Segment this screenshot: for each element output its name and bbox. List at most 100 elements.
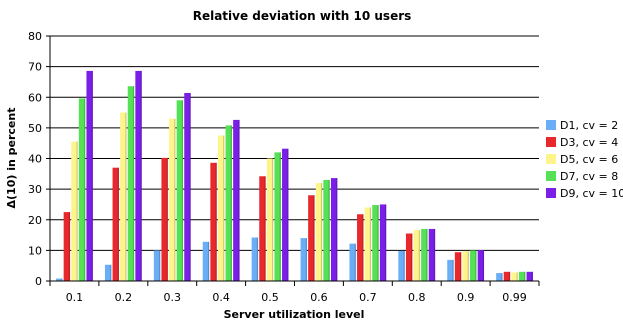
bar: [135, 70, 142, 281]
bar: [462, 251, 469, 281]
y-tick-label: 50: [28, 122, 42, 135]
bar: [308, 195, 315, 281]
y-tick-label: 10: [28, 244, 42, 257]
bar: [470, 250, 477, 282]
bar: [251, 237, 259, 281]
bar: [259, 176, 266, 281]
bar-edge: [68, 212, 71, 281]
bar-edge: [76, 141, 78, 281]
legend-swatch: [546, 120, 556, 130]
bar: [56, 278, 63, 281]
legend-swatch: [546, 188, 556, 198]
bar-layer: [56, 70, 533, 282]
bar: [176, 100, 184, 281]
bar-edge: [433, 228, 436, 281]
bar: [202, 241, 210, 281]
bar-edge: [403, 250, 405, 281]
bar: [78, 98, 86, 281]
bar: [71, 141, 78, 281]
bar: [274, 152, 281, 282]
bar-edge: [354, 243, 356, 281]
legend-label: D1, cv = 2: [560, 119, 618, 132]
bar: [153, 250, 161, 282]
legend-label: D9, cv = 10: [560, 187, 623, 200]
bar-edge: [132, 86, 135, 281]
x-tick-label: 0.5: [261, 291, 279, 304]
bar: [526, 271, 533, 281]
bar-edge: [482, 250, 485, 281]
y-tick-label: 40: [28, 153, 42, 166]
bar: [349, 243, 356, 281]
bar: [210, 162, 217, 281]
bar-edge: [166, 157, 168, 281]
bar: [161, 157, 168, 281]
bar-edge: [181, 100, 184, 281]
bar-edge: [140, 70, 142, 281]
bar-edge: [230, 125, 232, 282]
bar-edge: [189, 92, 191, 282]
bar: [266, 158, 274, 281]
bar: [217, 135, 225, 281]
bar-edge: [287, 148, 289, 281]
bar: [447, 259, 454, 281]
legend-label: D3, cv = 4: [560, 136, 618, 149]
bar: [405, 233, 413, 281]
bar: [364, 207, 372, 281]
bar-edge: [174, 118, 176, 281]
bar-edge: [475, 250, 477, 282]
legend-swatch: [546, 154, 556, 164]
bar: [503, 271, 511, 281]
legend-label: D7, cv = 8: [560, 170, 618, 183]
bar-edge: [264, 176, 266, 281]
bar: [398, 250, 405, 281]
bar-edge: [336, 178, 338, 281]
x-tick-label: 0.8: [408, 291, 426, 304]
bar-edge: [467, 251, 469, 281]
bar-edge: [377, 205, 379, 281]
y-tick-label: 30: [28, 183, 42, 196]
x-tick-label: 0.99: [502, 291, 527, 304]
bar: [233, 119, 240, 281]
bar: [184, 92, 191, 282]
bar: [372, 205, 379, 281]
bar: [63, 212, 71, 281]
bar-edge: [110, 264, 112, 281]
bar: [379, 204, 387, 281]
bar-edge: [61, 278, 63, 281]
bar: [518, 271, 526, 281]
bar-edge: [411, 233, 413, 281]
legend-swatch: [546, 171, 556, 181]
bar-edge: [460, 252, 462, 281]
bar: [315, 183, 323, 281]
y-tick-label: 80: [28, 30, 42, 43]
bar: [454, 252, 462, 281]
chart-title: Relative deviation with 10 users: [193, 9, 412, 23]
bar: [496, 273, 503, 281]
bar-edge: [328, 179, 330, 281]
legend-label: D5, cv = 6: [560, 153, 618, 166]
bar: [477, 250, 485, 281]
bar-edge: [524, 271, 526, 281]
bar: [421, 228, 428, 281]
bar-edge: [238, 119, 240, 281]
bar: [357, 214, 364, 281]
bar: [169, 118, 176, 281]
bar-edge: [84, 98, 86, 281]
y-tick-label: 70: [28, 61, 42, 74]
bar-edge: [426, 228, 428, 281]
bar-edge: [215, 162, 217, 281]
bar-edge: [117, 167, 119, 281]
x-tick-label: 0.2: [115, 291, 133, 304]
bar-edge: [279, 152, 281, 282]
bar-edge: [159, 250, 161, 282]
bar-edge: [91, 70, 93, 281]
y-tick-label: 60: [28, 91, 42, 104]
x-tick-label: 0.1: [66, 291, 84, 304]
bar-edge: [320, 183, 323, 281]
bar-edge: [207, 241, 210, 281]
bar: [282, 148, 289, 281]
bar-edge: [305, 238, 307, 282]
x-tick-label: 0.3: [164, 291, 182, 304]
bar-edge: [385, 204, 387, 281]
